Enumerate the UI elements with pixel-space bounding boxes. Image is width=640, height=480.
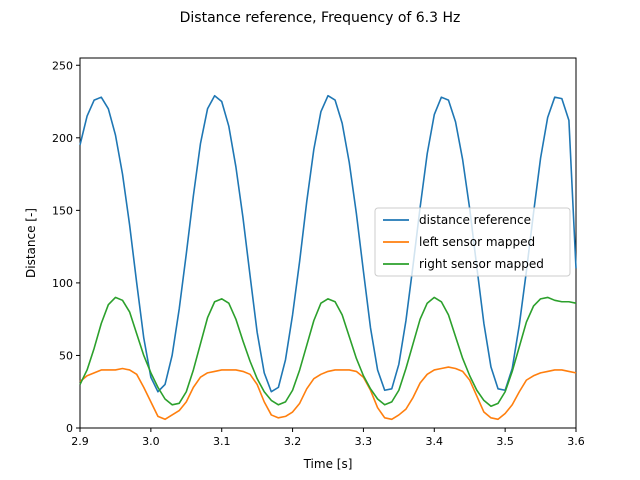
x-tick-label: 2.9 xyxy=(71,435,89,448)
legend-label-1: distance reference xyxy=(419,213,531,227)
legend-label-2: left sensor mapped xyxy=(419,235,535,249)
y-tick-label: 250 xyxy=(52,59,73,72)
x-tick-label: 3.6 xyxy=(567,435,585,448)
x-tick-label: 3.0 xyxy=(142,435,160,448)
series-line-2 xyxy=(79,366,577,421)
y-tick-label: 100 xyxy=(52,277,73,290)
x-tick-label: 3.3 xyxy=(355,435,373,448)
legend: distance reference left sensor mapped righ… xyxy=(374,207,571,277)
x-tick-label: 3.1 xyxy=(213,435,231,448)
legend-label-3: right sensor mapped xyxy=(419,257,544,271)
y-tick-label: 150 xyxy=(52,204,73,217)
x-axis-label: Time [s] xyxy=(303,457,353,471)
y-axis-label: Distance [-] xyxy=(24,208,38,278)
y-tick-label: 200 xyxy=(52,132,73,145)
series-layer xyxy=(79,94,577,421)
ticks-layer: 2.9 3.0 3.1 3.2 3.3 3.4 3.5 3.6 0 50 100 150 200 250 xyxy=(52,59,585,448)
chart-title: Distance reference, Frequency of 6.3 Hz xyxy=(180,10,461,26)
y-tick-label: 0 xyxy=(66,422,73,435)
legend-frame xyxy=(374,207,571,277)
y-tick-label: 50 xyxy=(59,349,73,362)
series-line-3 xyxy=(79,296,577,408)
plot-frame xyxy=(79,57,577,429)
series-line-1 xyxy=(79,94,577,393)
x-tick-label: 3.2 xyxy=(284,435,302,448)
x-tick-label: 3.5 xyxy=(496,435,514,448)
x-tick-label: 3.4 xyxy=(426,435,444,448)
